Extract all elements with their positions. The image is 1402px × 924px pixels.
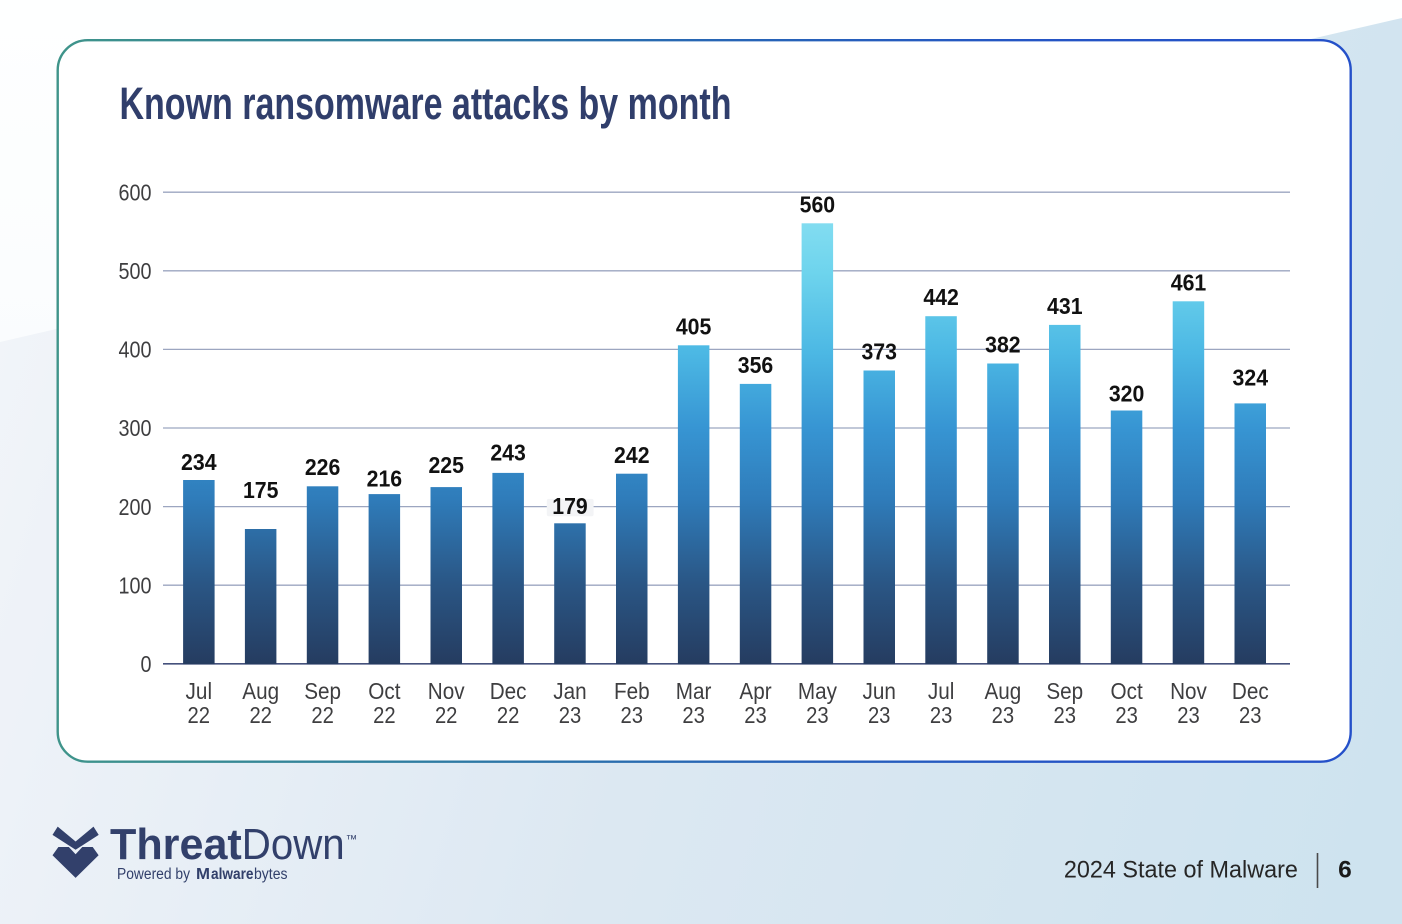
svg-text:Sep: Sep (304, 678, 341, 704)
svg-text:M: M (196, 866, 210, 883)
svg-text:Oct: Oct (1111, 678, 1144, 704)
svg-text:23: 23 (1054, 702, 1077, 728)
svg-text:Aug: Aug (242, 678, 279, 704)
svg-text:23: 23 (682, 702, 705, 728)
svg-text:600: 600 (119, 179, 152, 205)
svg-text:23: 23 (930, 702, 953, 728)
svg-text:22: 22 (373, 702, 396, 728)
svg-text:200: 200 (119, 494, 152, 520)
svg-text:Jul: Jul (928, 678, 955, 704)
svg-text:Nov: Nov (428, 678, 465, 704)
svg-text:320: 320 (1109, 380, 1145, 406)
svg-text:225: 225 (428, 452, 464, 478)
svg-text:175: 175 (243, 477, 279, 503)
svg-text:300: 300 (119, 415, 152, 441)
svg-text:461: 461 (1171, 269, 1207, 295)
svg-text:216: 216 (367, 466, 403, 492)
svg-text:Jul: Jul (186, 678, 213, 704)
svg-text:405: 405 (676, 313, 712, 339)
svg-text:324: 324 (1233, 365, 1269, 391)
svg-text:Known ransomware attacks by mo: Known ransomware attacks by month (120, 78, 732, 129)
svg-text:373: 373 (861, 339, 897, 365)
svg-text:100: 100 (119, 572, 152, 598)
svg-text:6: 6 (1338, 857, 1352, 884)
svg-text:0: 0 (141, 651, 152, 677)
svg-text:382: 382 (985, 332, 1021, 358)
svg-text:Down: Down (242, 820, 345, 869)
svg-text:500: 500 (119, 258, 152, 284)
svg-text:23: 23 (1115, 702, 1138, 728)
svg-text:242: 242 (614, 442, 650, 468)
svg-text:23: 23 (621, 702, 644, 728)
svg-text:Feb: Feb (614, 678, 650, 704)
svg-text:23: 23 (806, 702, 829, 728)
svg-text:Jan: Jan (553, 678, 586, 704)
svg-text:442: 442 (923, 284, 959, 310)
svg-text:22: 22 (188, 702, 211, 728)
svg-text:Aug: Aug (985, 678, 1022, 704)
svg-text:23: 23 (559, 702, 582, 728)
svg-text:Apr: Apr (739, 678, 772, 704)
svg-text:23: 23 (992, 702, 1015, 728)
svg-text:23: 23 (744, 702, 767, 728)
svg-text:bytes: bytes (254, 866, 288, 883)
svg-text:Mar: Mar (676, 678, 712, 704)
svg-text:Dec: Dec (490, 678, 527, 704)
svg-text:Threat: Threat (110, 820, 242, 869)
svg-text:243: 243 (490, 440, 526, 466)
svg-text:™: ™ (346, 834, 358, 846)
svg-text:Sep: Sep (1046, 678, 1083, 704)
svg-text:23: 23 (1239, 702, 1262, 728)
svg-text:560: 560 (800, 191, 836, 217)
svg-text:400: 400 (119, 337, 152, 363)
svg-text:23: 23 (1177, 702, 1200, 728)
svg-text:22: 22 (497, 702, 520, 728)
svg-text:356: 356 (738, 352, 774, 378)
svg-text:22: 22 (311, 702, 334, 728)
svg-text:Powered by: Powered by (117, 866, 190, 883)
svg-text:431: 431 (1047, 293, 1083, 319)
svg-text:22: 22 (249, 702, 272, 728)
svg-text:Jun: Jun (863, 678, 896, 704)
svg-text:May: May (798, 678, 838, 704)
svg-text:226: 226 (305, 454, 341, 480)
svg-text:179: 179 (552, 493, 588, 519)
svg-text:2024 State of Malware: 2024 State of Malware (1064, 857, 1298, 884)
svg-text:22: 22 (435, 702, 458, 728)
svg-text:23: 23 (868, 702, 891, 728)
svg-text:alware: alware (211, 866, 254, 883)
svg-text:234: 234 (181, 449, 217, 475)
svg-text:Oct: Oct (368, 678, 401, 704)
svg-text:Nov: Nov (1170, 678, 1207, 704)
svg-text:Dec: Dec (1232, 678, 1269, 704)
